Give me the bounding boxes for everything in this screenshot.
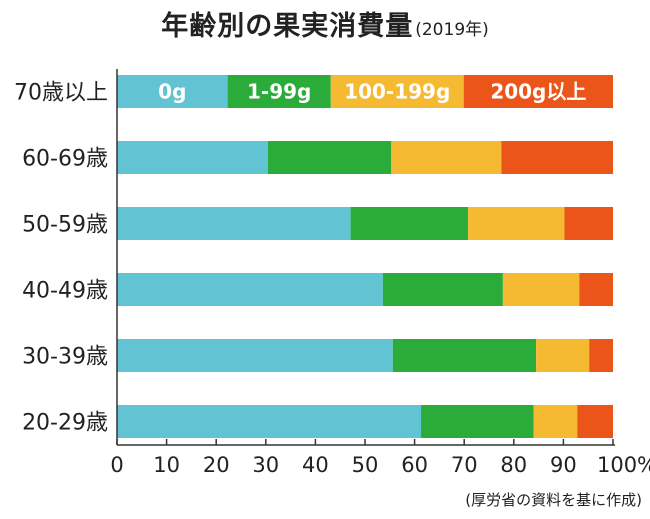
bar-segment — [536, 339, 590, 372]
bar-segment — [117, 339, 393, 372]
bar-segment — [227, 75, 331, 108]
category-label: 50-59歳 — [22, 213, 108, 238]
x-tick-label: 30 — [252, 453, 279, 477]
x-tick-label: 20 — [203, 453, 230, 477]
x-tick-label: 90 — [550, 453, 577, 477]
x-tick-label: 40 — [302, 453, 329, 477]
category-label: 30-39歳 — [22, 345, 108, 370]
x-tick-label: 100% — [597, 453, 650, 477]
x-tick-label: 10 — [153, 453, 180, 477]
chart-title-year: (2019年) — [415, 20, 489, 40]
source-note: (厚労省の資料を基に作成) — [465, 491, 642, 509]
legend-label: 1-99g — [247, 80, 311, 104]
chart-title-main: 年齢別の果実消費量 — [161, 11, 414, 42]
bar-segment — [117, 405, 422, 438]
bar-segment — [391, 141, 502, 174]
bar-segment — [468, 207, 565, 240]
bar-segment — [533, 405, 578, 438]
bar-segment — [117, 207, 351, 240]
x-tick-label: 50 — [352, 453, 379, 477]
bar-segment — [579, 273, 613, 306]
bar-segment — [501, 141, 613, 174]
x-tick-label: 60 — [401, 453, 428, 477]
category-label: 40-49歳 — [22, 279, 108, 304]
bar-segment — [421, 405, 534, 438]
bar-segment — [117, 141, 268, 174]
bar-segment — [267, 141, 392, 174]
bar-segment — [117, 75, 228, 108]
x-tick-label: 0 — [110, 453, 123, 477]
bar-segment — [463, 75, 613, 108]
x-tick-label: 80 — [500, 453, 527, 477]
bar-segment — [589, 339, 613, 372]
bar-segment — [330, 75, 464, 108]
bar-segment — [502, 273, 580, 306]
legend-label: 0g — [158, 80, 186, 104]
category-label: 60-69歳 — [22, 147, 108, 172]
chart-title: 年齢別の果実消費量 (2019年) — [0, 4, 650, 43]
legend-label: 100-199g — [344, 80, 450, 104]
bar-segment — [564, 207, 613, 240]
bar-segment — [392, 339, 537, 372]
bar-segment — [577, 405, 613, 438]
bar-segment — [382, 273, 503, 306]
x-tick-label: 70 — [451, 453, 478, 477]
bar-segment — [350, 207, 469, 240]
category-label: 70歳以上 — [14, 81, 108, 106]
bar-segment — [117, 273, 383, 306]
legend-label: 200g以上 — [490, 80, 586, 104]
category-label: 20-29歳 — [22, 411, 108, 436]
